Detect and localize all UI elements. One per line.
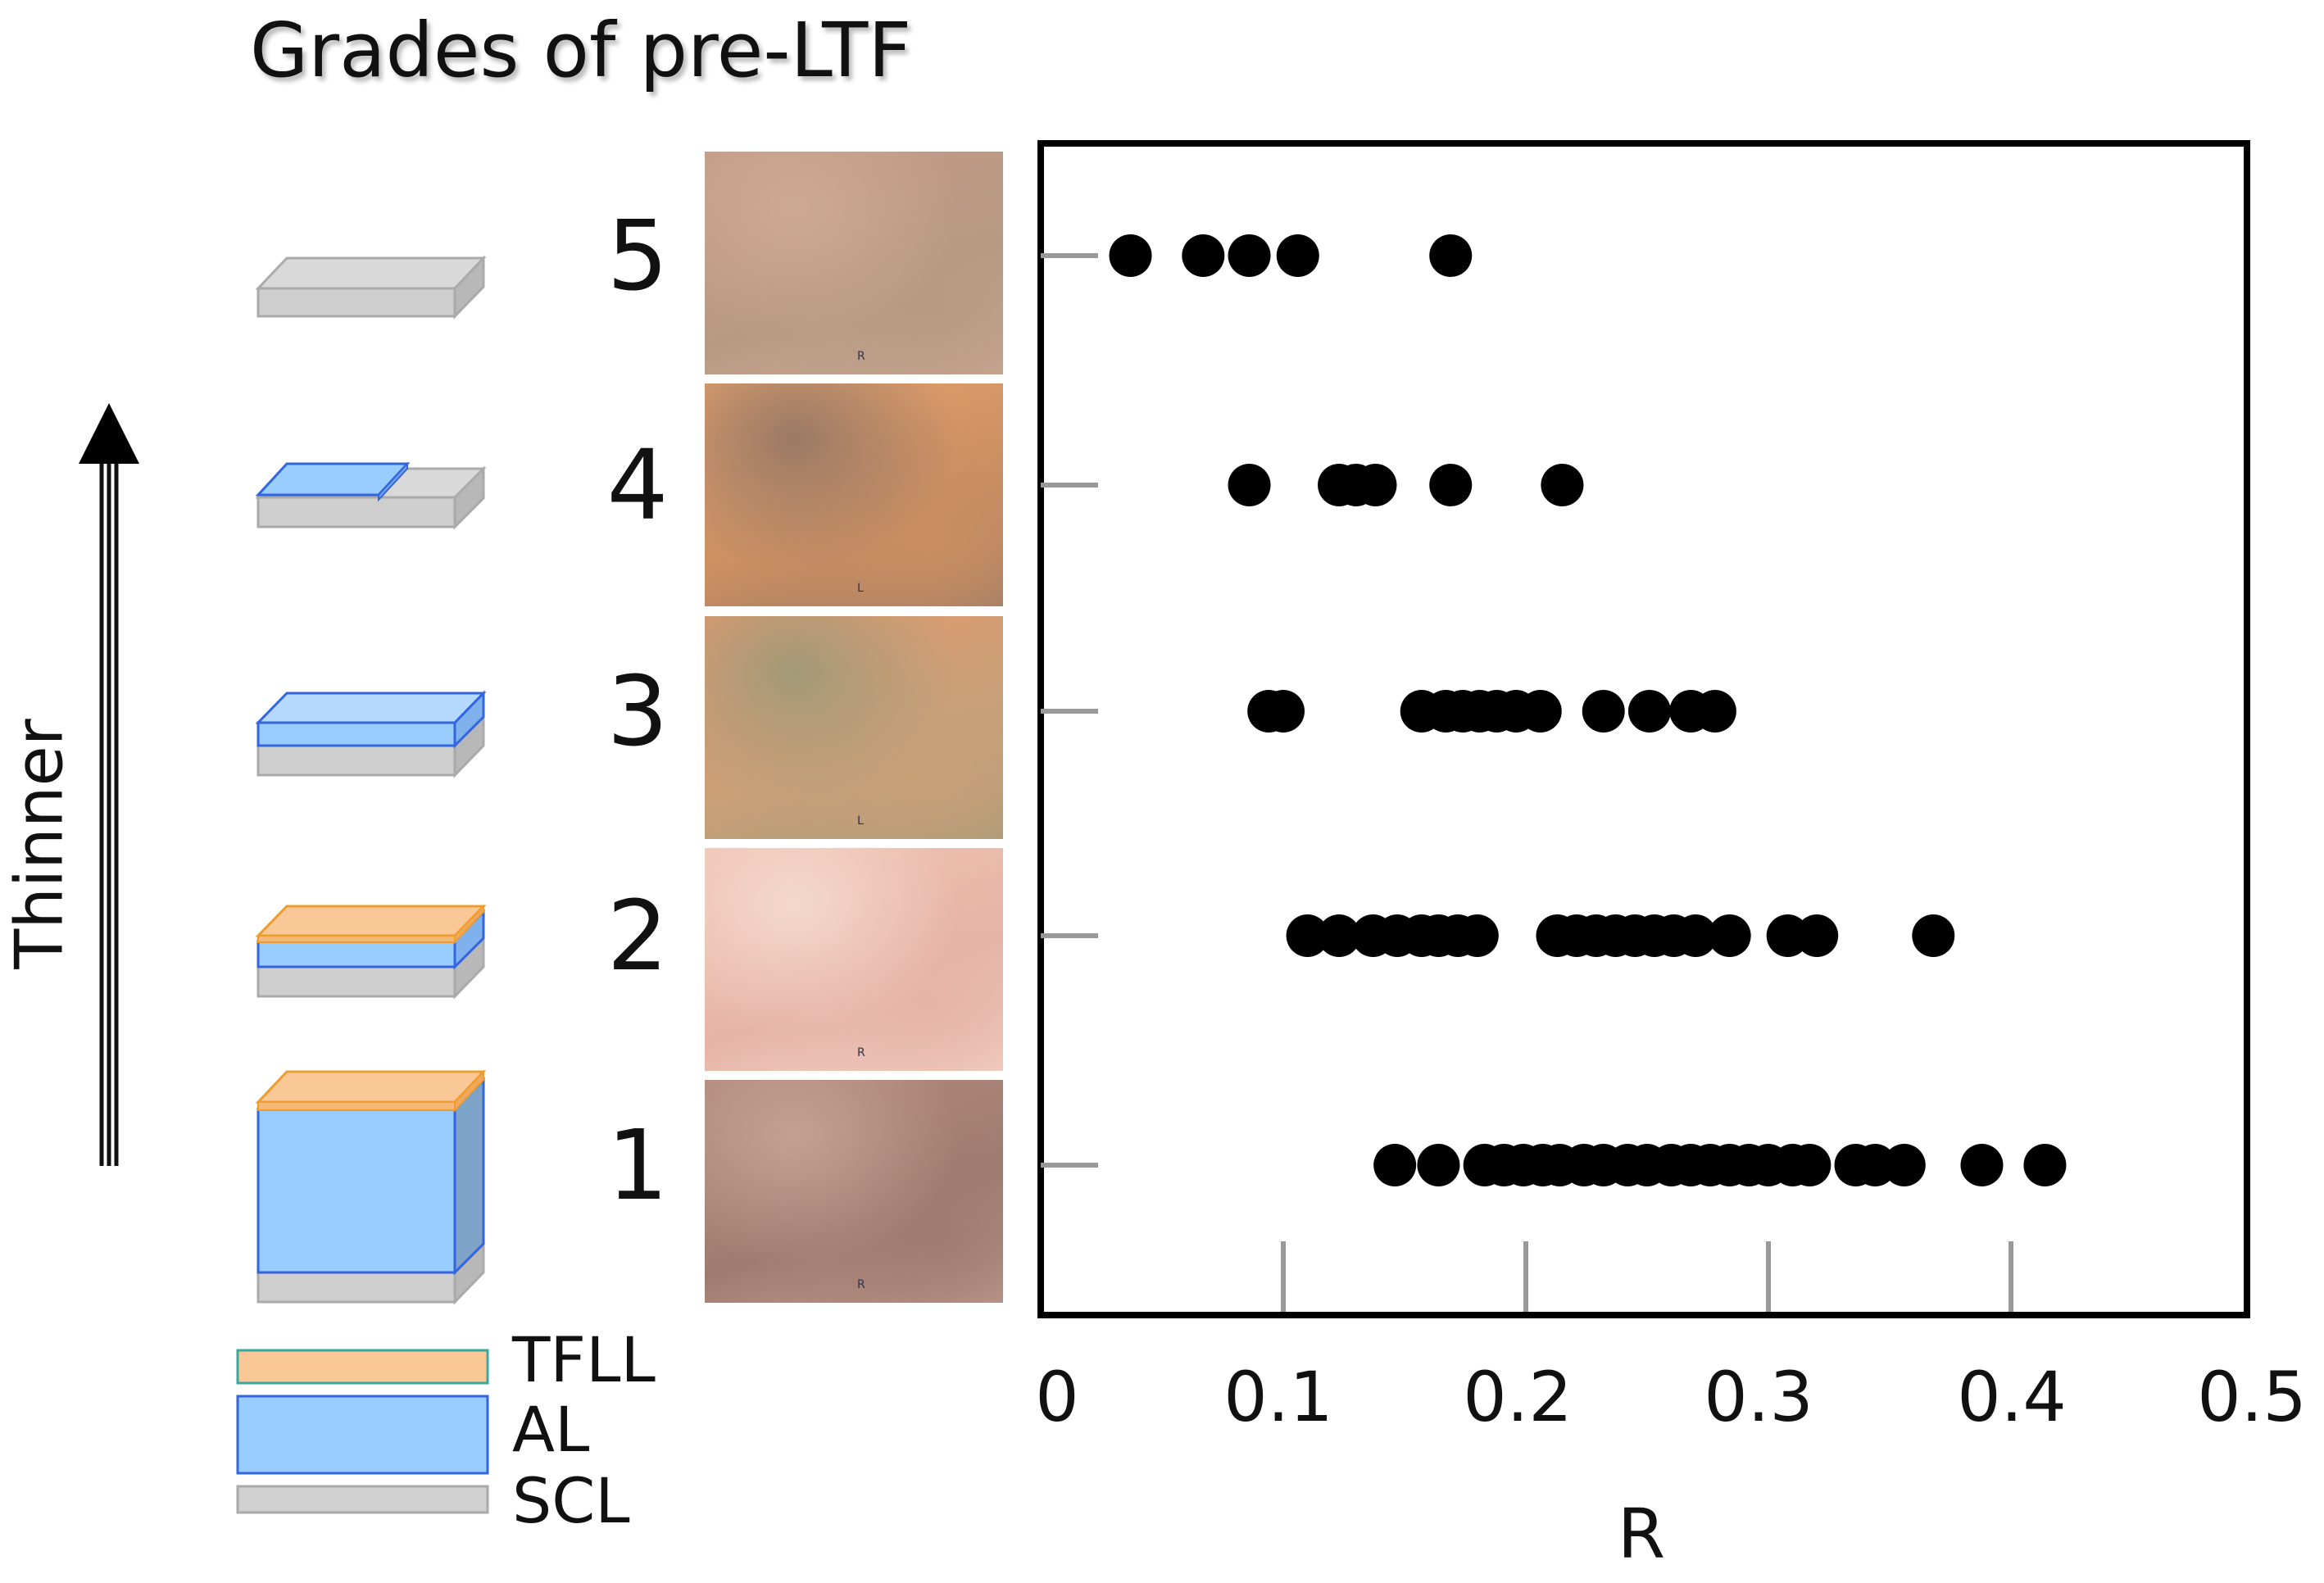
data-point-grade-2-19 (1912, 914, 1955, 957)
data-point-grade-3-9 (1582, 690, 1625, 733)
legend-swatch-al (236, 1395, 489, 1475)
data-point-grade-1-1 (1417, 1144, 1460, 1186)
x-tick-label-0.3: 0.3 (1704, 1357, 1813, 1437)
thinner-arrow (79, 403, 139, 1166)
data-point-grade-1-23 (2023, 1144, 2067, 1186)
micrograph-grade-5: R (705, 152, 1003, 374)
legend-swatch-scl (236, 1485, 489, 1514)
data-point-grade-5-0 (1109, 234, 1152, 277)
data-point-grade-2-18 (1795, 914, 1839, 957)
data-point-grade-2-0 (1286, 914, 1329, 957)
data-point-grade-1-22 (1960, 1144, 2004, 1186)
data-point-grade-5-1 (1182, 234, 1225, 277)
stack-grade-5 (255, 255, 487, 320)
stack-grade-3 (255, 690, 487, 778)
stack-grade-1 (255, 1069, 487, 1305)
plot-frame (1037, 140, 2250, 1318)
legend-label-al: AL (512, 1393, 590, 1466)
stack-grade-2 (255, 904, 487, 1000)
grade-label-5: 5 (606, 199, 669, 312)
data-point-grade-5-2 (1228, 234, 1271, 277)
data-point-grade-3-10 (1627, 690, 1671, 733)
data-point-grade-3-1 (1262, 690, 1305, 733)
data-point-grade-2-16 (1708, 914, 1751, 957)
legend-swatches (236, 1349, 489, 1514)
grade-label-3: 3 (606, 655, 669, 768)
data-point-grade-5-3 (1276, 234, 1319, 277)
grade-label-1: 1 (606, 1109, 669, 1222)
micrograph-grade-3: L (705, 616, 1003, 839)
legend-swatch-tfll (236, 1349, 489, 1385)
micrograph-grade-4: L (705, 383, 1003, 606)
data-point-grade-2-1 (1318, 914, 1361, 957)
data-point-grade-2-15 (1674, 914, 1718, 957)
figure-title: Grades of pre-LTF (250, 7, 912, 94)
x-tick-label-0.1: 0.1 (1223, 1357, 1333, 1437)
grade-label-4: 4 (606, 429, 669, 542)
data-point-grade-1-0 (1373, 1144, 1417, 1186)
x-tick-label-0.4: 0.4 (1957, 1357, 2067, 1437)
stack-grade-4 (255, 461, 487, 530)
data-point-grade-1-18 (1788, 1144, 1832, 1186)
x-tick-label-0.2: 0.2 (1463, 1357, 1573, 1437)
data-point-grade-5-4 (1429, 234, 1473, 277)
data-point-grade-4-3 (1354, 464, 1397, 506)
layer-stack-diagrams (255, 255, 487, 1305)
data-point-grade-1-20 (1854, 1144, 1897, 1186)
legend-label-scl: SCL (512, 1464, 630, 1537)
data-point-grade-3-12 (1693, 690, 1736, 733)
data-point-grade-2-17 (1766, 914, 1809, 957)
grade-label-2: 2 (606, 879, 669, 992)
x-tick-label-0.5: 0.5 (2197, 1357, 2307, 1437)
x-axis-label: R (1617, 1494, 1666, 1574)
data-point-grade-2-7 (1455, 914, 1499, 957)
legend-label-tfll: TFLL (512, 1323, 656, 1396)
data-point-grade-3-8 (1518, 690, 1562, 733)
data-point-grade-4-5 (1541, 464, 1584, 506)
data-point-grade-4-4 (1429, 464, 1473, 506)
micrograph-grade-1: R (705, 1080, 1003, 1303)
micrograph-grade-2: R (705, 848, 1003, 1071)
data-point-grade-1-21 (1882, 1144, 1926, 1186)
data-point-grade-4-0 (1228, 464, 1271, 506)
x-tick-label-0: 0 (1035, 1357, 1079, 1437)
